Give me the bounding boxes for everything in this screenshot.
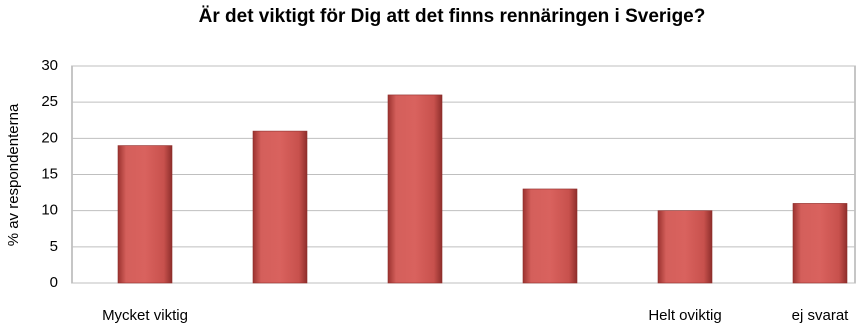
y-tick-label: 0: [50, 274, 58, 291]
bar: [657, 210, 713, 284]
y-tick-label: 10: [41, 202, 58, 219]
bar: [117, 145, 173, 284]
bar: [792, 203, 848, 284]
x-tick-label: Helt oviktig: [648, 307, 721, 324]
bar: [252, 130, 308, 284]
x-tick-label: Mycket viktig: [102, 307, 188, 324]
y-tick-label: 15: [41, 165, 58, 182]
y-tick-label: 20: [41, 129, 58, 146]
y-tick-label: 25: [41, 93, 58, 110]
y-tick-label: 5: [50, 238, 58, 255]
y-axis-title: % av respondenterna: [5, 103, 22, 246]
y-tick-label: 30: [41, 57, 58, 74]
bar: [387, 94, 443, 284]
x-tick-label: ej svarat: [792, 307, 850, 324]
chart-title: Är det viktigt för Dig att det finns ren…: [199, 6, 706, 27]
bar: [522, 188, 578, 284]
